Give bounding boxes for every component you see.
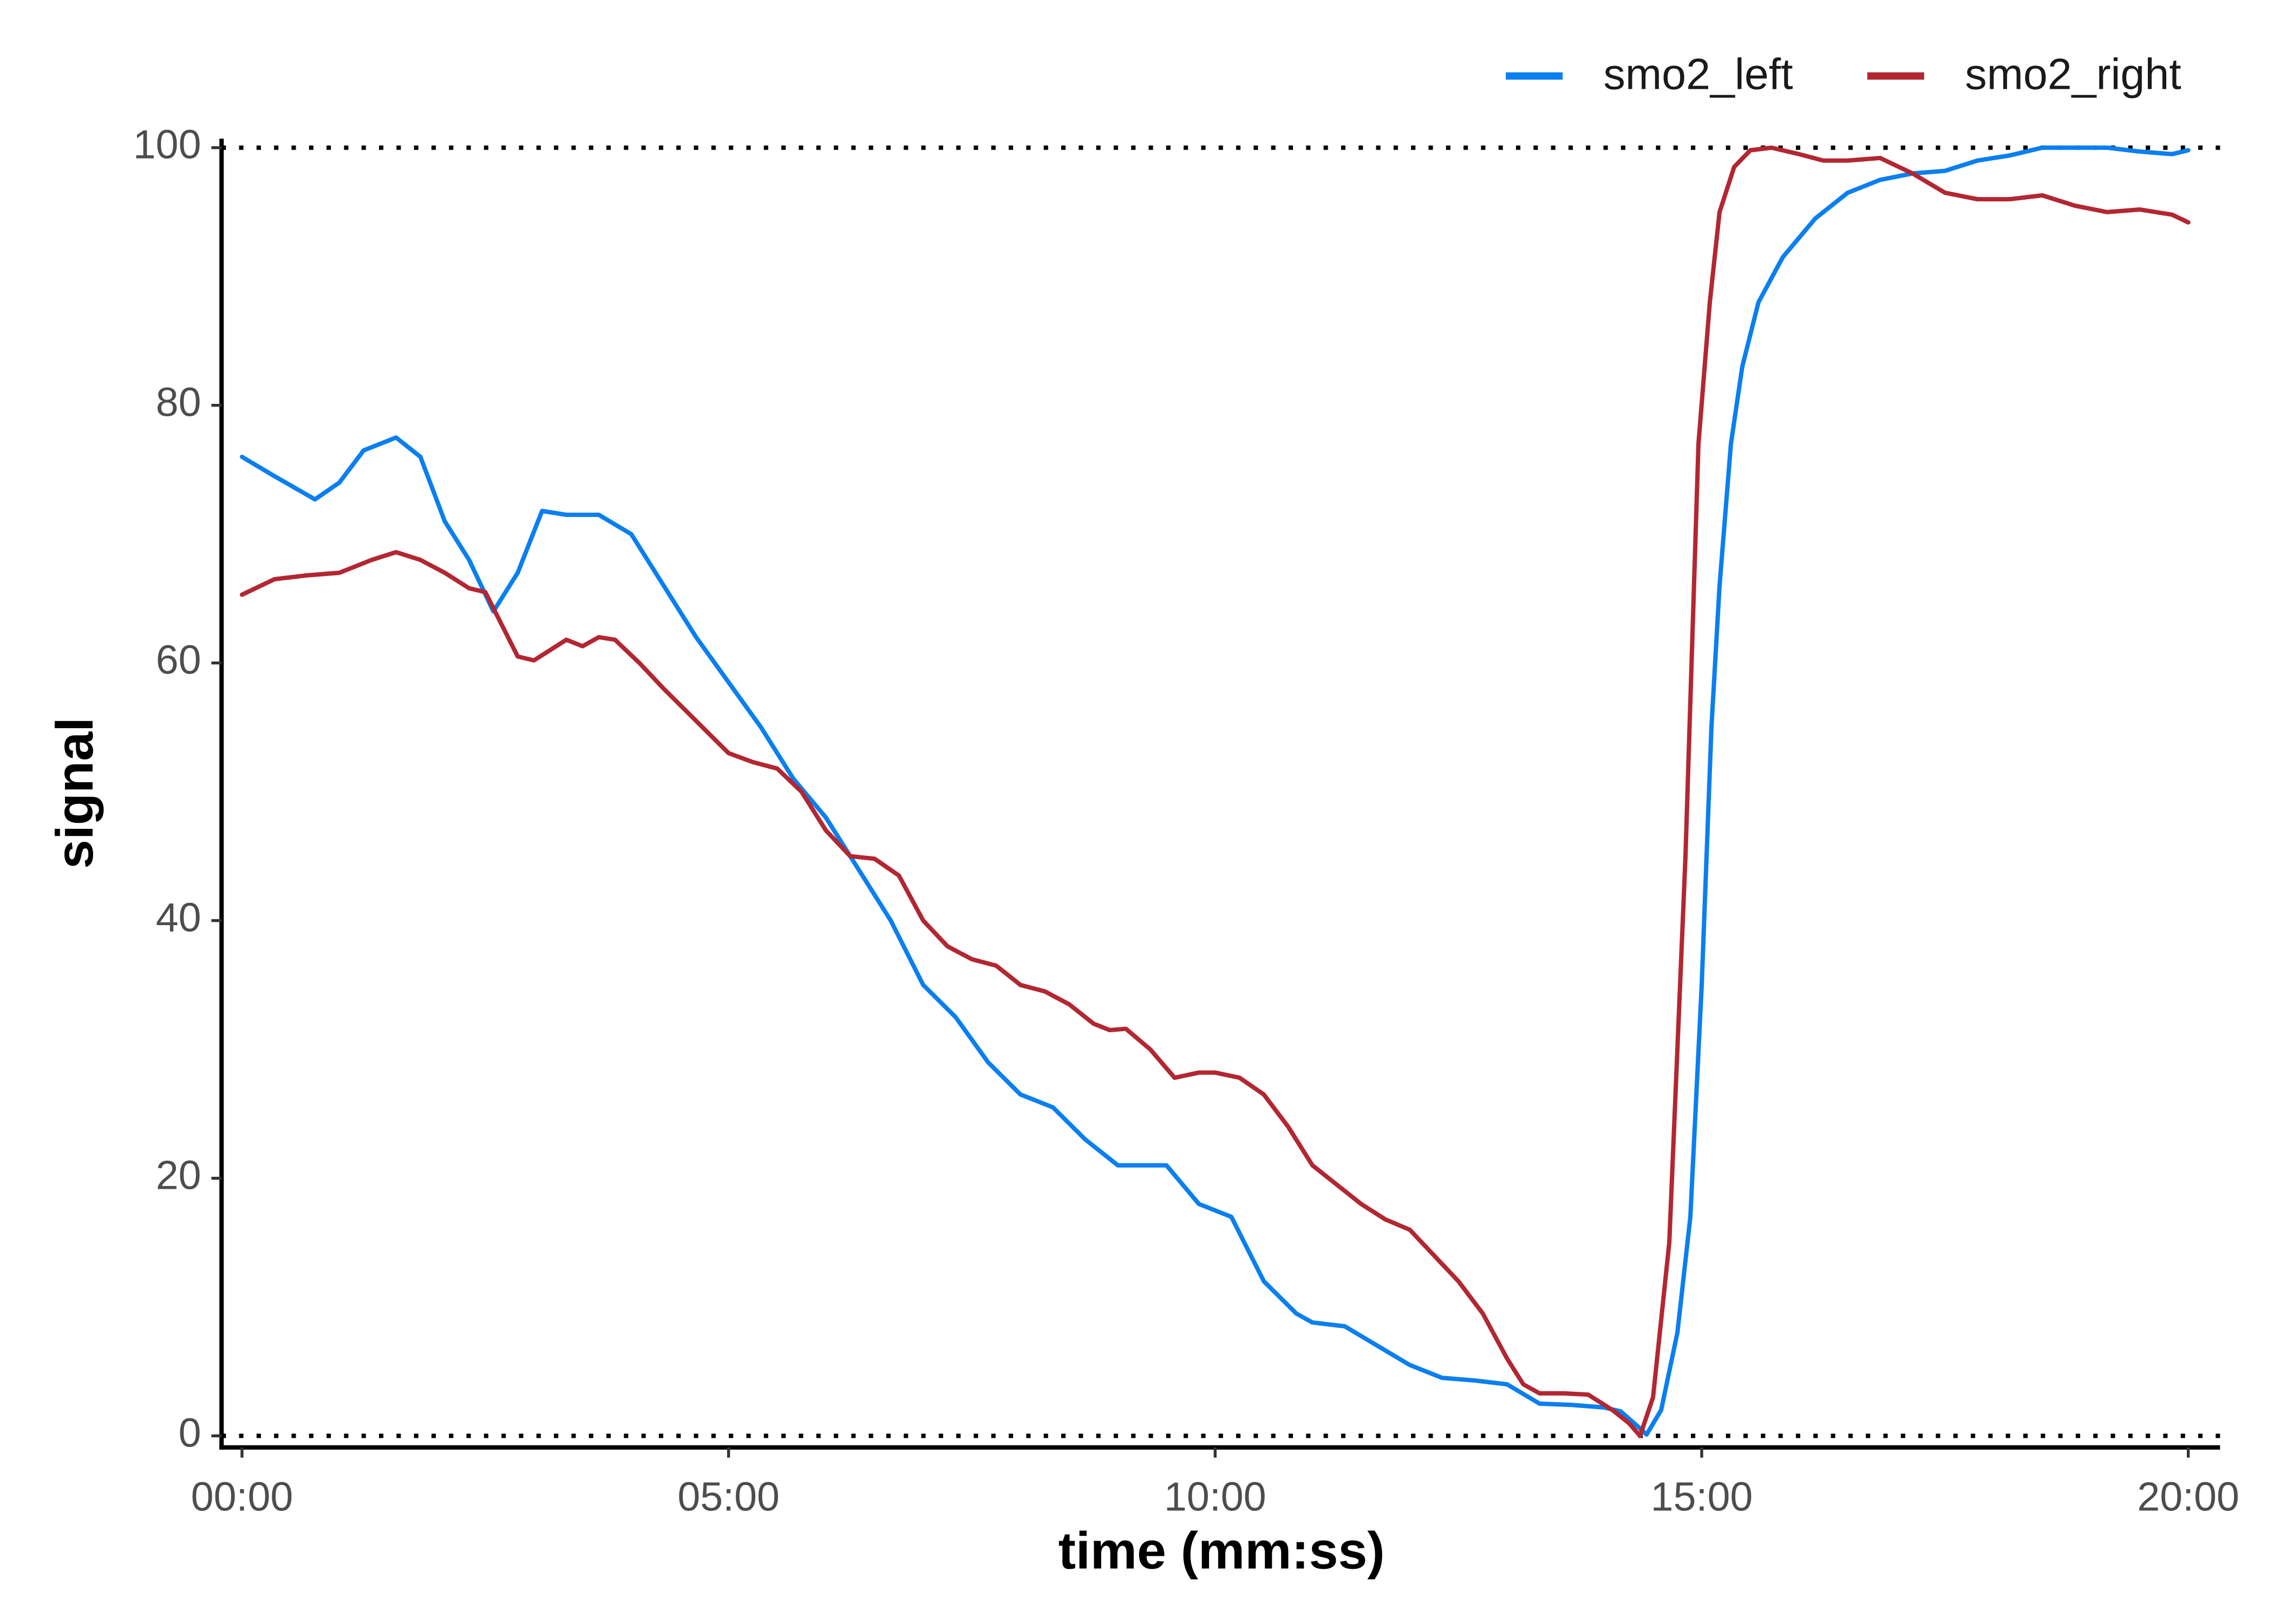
legend-label: smo2_right — [1965, 50, 2181, 99]
series-line — [239, 145, 2191, 1438]
y-tick-label: 40 — [156, 894, 201, 940]
x-tick-label: 15:00 — [1651, 1474, 1753, 1520]
x-tick-label: 20:00 — [2137, 1474, 2239, 1520]
x-tick-label: 05:00 — [677, 1474, 780, 1520]
y-tick-label: 60 — [156, 637, 201, 683]
y-axis-title: signal — [45, 717, 104, 869]
y-tick-label: 80 — [156, 379, 201, 425]
series-line — [239, 145, 2191, 1437]
y-tick-label: 20 — [156, 1152, 201, 1197]
x-tick-label: 00:00 — [191, 1474, 293, 1520]
x-tick-label: 10:00 — [1164, 1474, 1266, 1520]
x-axis-title: time (mm:ss) — [1058, 1521, 1385, 1580]
legend-label: smo2_left — [1604, 50, 1793, 99]
y-tick-label: 0 — [179, 1410, 201, 1455]
y-tick-label: 100 — [133, 122, 201, 167]
